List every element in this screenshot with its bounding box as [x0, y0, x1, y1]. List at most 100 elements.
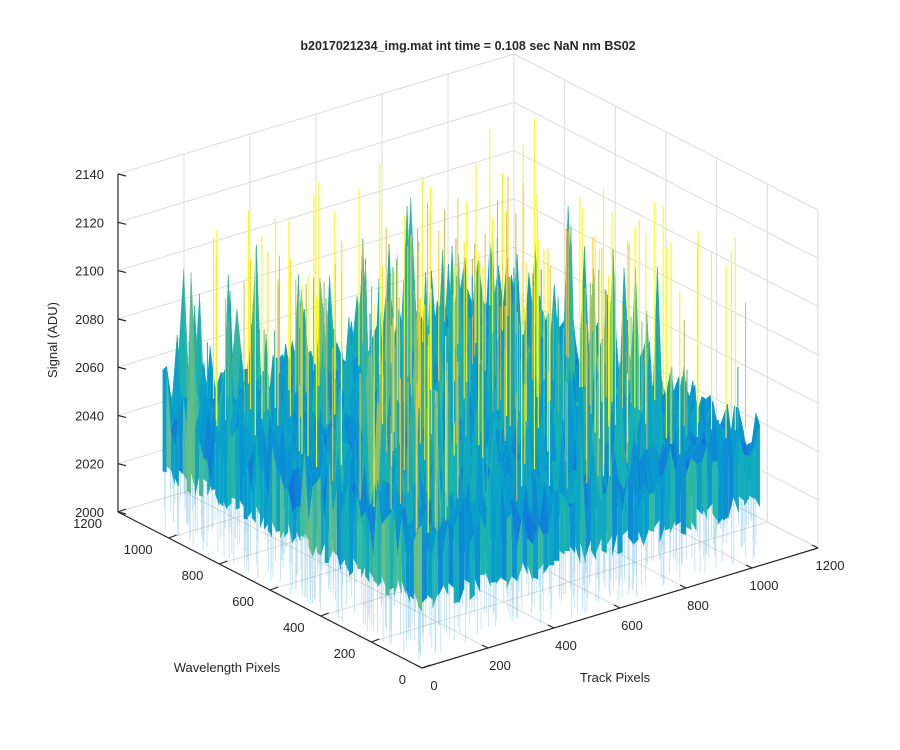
surface-curtain-y	[178, 395, 183, 475]
surface-curtain-y	[320, 476, 325, 557]
y-tick	[421, 664, 431, 669]
surface-curtain-x	[606, 450, 613, 545]
surface-curtain-y	[174, 415, 179, 487]
surface-curtain-x	[432, 521, 438, 609]
surface-curtain-x	[596, 477, 602, 554]
z-tick	[117, 318, 127, 322]
surface-curtain-x	[590, 473, 597, 561]
surface-curtain-y	[247, 465, 252, 518]
y-tick-label: 1200	[73, 516, 102, 531]
z-tick	[117, 511, 127, 515]
surface-curtain-y	[312, 482, 317, 558]
surface-curtain-x	[707, 445, 713, 511]
surface-curtain-y	[162, 366, 167, 473]
floor-grid-y	[371, 521, 768, 643]
surface-curtain-x	[749, 445, 755, 500]
surface-curtain-y	[353, 492, 358, 566]
surface-curtain-y	[361, 511, 366, 579]
x-tick-label: 800	[687, 598, 709, 613]
x-tick-label: 0	[430, 678, 437, 693]
surface-curtain-x	[569, 502, 576, 554]
surface-curtain-x	[538, 523, 544, 571]
surface-curtain-y	[195, 430, 200, 498]
surface-curtain-y	[288, 488, 293, 545]
surface-curtain-y	[349, 481, 354, 577]
y-tick	[371, 638, 380, 643]
surface-curtain-x	[643, 482, 650, 546]
y-tick	[117, 508, 127, 513]
surface-curtain-x	[738, 436, 745, 501]
surface-curtain-x	[511, 512, 518, 581]
surface-curtain-x	[659, 469, 665, 543]
surface-curtain-y	[369, 523, 374, 578]
surface-curtain-y	[377, 480, 382, 588]
surface-curtain-y	[365, 511, 370, 583]
wall-grid-z	[117, 53, 515, 175]
surface-curtain-y	[267, 446, 273, 538]
surface-curtain-x	[733, 436, 739, 514]
surface-curtain-x	[559, 491, 565, 555]
surface-curtain-y	[409, 537, 414, 600]
surface-curtain-y	[296, 506, 301, 542]
surface-curtain-x	[554, 490, 560, 561]
surface-curtain-y	[259, 460, 264, 529]
surface-curtain-x	[754, 425, 760, 508]
surface-plot	[162, 118, 761, 660]
surface-curtain-x	[443, 518, 449, 596]
surface-curtain-x	[437, 521, 444, 597]
surface-curtain-y	[280, 473, 285, 539]
surface-curtain-x	[480, 515, 486, 575]
z-tick	[117, 366, 127, 370]
surface-peaks	[188, 118, 747, 533]
x-tick	[613, 604, 621, 609]
surface-curtain-y	[381, 519, 386, 587]
x-tick	[481, 644, 489, 649]
surface-curtain-x	[728, 412, 734, 520]
surface-curtain-x	[617, 484, 623, 555]
surface-curtain-y	[190, 272, 196, 489]
surface-curtain-x	[495, 483, 502, 584]
surface-curtain-y	[344, 481, 350, 573]
surface-curtain-x	[649, 492, 655, 532]
side-grid-z	[513, 53, 819, 211]
x-tick	[415, 664, 423, 669]
surface-curtain-y	[316, 476, 321, 556]
surface-curtain-y	[332, 487, 337, 556]
surface-curtain-x	[464, 496, 470, 584]
y-tick-label: 400	[283, 620, 305, 635]
surface-curtain-y	[207, 460, 212, 497]
y-tick-label: 0	[399, 672, 406, 687]
surface-curtain-x	[701, 445, 708, 520]
x-tick	[745, 564, 753, 569]
surface-curtain-x	[612, 450, 618, 557]
y-tick	[219, 560, 228, 565]
surface-curtain-x	[522, 513, 528, 575]
surface-curtain-y	[215, 420, 220, 507]
x-tick	[679, 584, 687, 589]
surface-curtain-x	[453, 513, 459, 604]
y-tick	[269, 586, 279, 591]
surface-curtain-y	[385, 514, 390, 596]
y-tick	[320, 612, 329, 617]
z-tick-label: 2000	[75, 505, 104, 520]
surface-curtain-x	[670, 447, 676, 534]
surface-curtain-x	[532, 523, 539, 580]
surface-curtain-x	[691, 457, 697, 532]
surface-curtain-y	[336, 487, 341, 572]
surface-curtain-y	[239, 423, 244, 507]
surface-curtain-y	[340, 496, 345, 566]
surface-curtain-y	[413, 528, 418, 604]
surface-curtain-x	[601, 491, 607, 553]
surface-curtain-y	[401, 515, 406, 595]
axis-lines	[117, 173, 819, 669]
surface-curtain-x	[474, 515, 481, 593]
surface-curtain-x	[543, 532, 549, 574]
surface-curtain-y	[219, 434, 224, 507]
surface-curtain-x	[575, 420, 581, 564]
surface-curtain-x	[696, 461, 702, 515]
surface-curtain-x	[622, 476, 628, 536]
x-tick	[811, 544, 819, 549]
tick-labels: 0 200 400 600 800 1000 1200 0 200 400 600 800 1000 12…	[73, 167, 844, 693]
surface-curtain-x	[490, 469, 496, 583]
